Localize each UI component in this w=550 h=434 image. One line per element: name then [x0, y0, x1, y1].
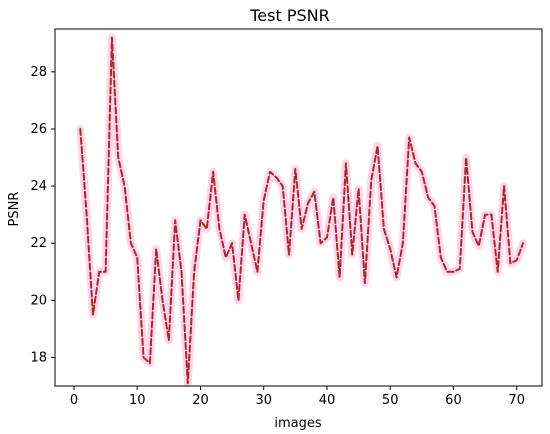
x-tick-label: 50 — [382, 393, 399, 408]
y-axis-label: PSNR — [7, 192, 22, 227]
y-tick-label: 22 — [30, 236, 47, 251]
x-axis-label: images — [274, 416, 321, 431]
y-tick-label: 20 — [30, 293, 47, 308]
plot-area — [76, 33, 528, 388]
x-tick-label: 20 — [192, 393, 209, 408]
x-tick-label: 40 — [319, 393, 336, 408]
x-tick-label: 60 — [445, 393, 462, 408]
x-tick-label: 70 — [508, 393, 525, 408]
y-tick-label: 28 — [30, 65, 47, 80]
x-tick-label: 0 — [70, 393, 78, 408]
x-tick-label: 30 — [255, 393, 272, 408]
psnr-series-line — [79, 36, 525, 385]
x-tick-label: 10 — [129, 393, 146, 408]
y-tick-label: 26 — [30, 122, 47, 137]
y-tick-label: 24 — [30, 179, 47, 194]
chart-title: Test PSNR — [249, 6, 329, 25]
y-tick-label: 18 — [30, 350, 47, 365]
x-axis: 0 10 20 30 40 50 60 70 — [70, 386, 525, 408]
y-axis: 18 20 22 24 26 28 — [30, 65, 55, 365]
axes-frame — [54, 28, 543, 387]
